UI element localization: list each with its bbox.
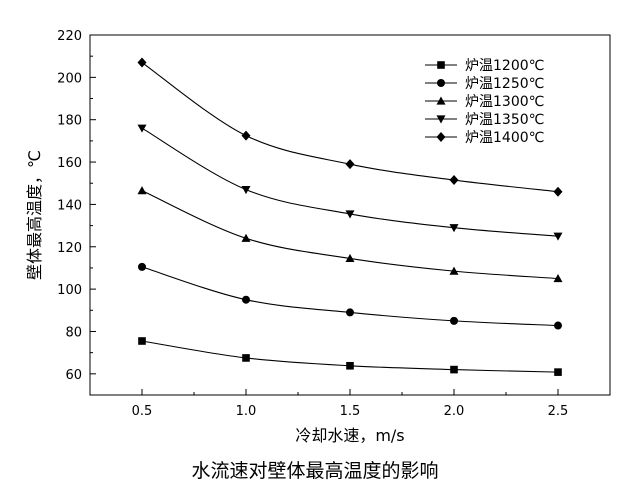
data-point xyxy=(450,316,458,325)
data-point xyxy=(138,262,146,271)
series-line xyxy=(141,266,559,327)
data-point xyxy=(450,365,458,374)
x-axis: 0.5 1.0 1.5 2.0 2.5 xyxy=(132,389,569,419)
legend-marker xyxy=(437,61,445,69)
series-layer xyxy=(137,57,563,376)
data-point xyxy=(554,321,562,330)
x-tick-label: 2.5 xyxy=(548,404,569,419)
y-tick-label: 200 xyxy=(57,71,82,86)
legend-item: 炉温1400℃ xyxy=(425,130,544,146)
data-point xyxy=(137,57,147,68)
y-tick-label: 140 xyxy=(57,198,82,213)
legend-item: 炉温1350℃ xyxy=(425,112,544,128)
legend-label: 炉温1250℃ xyxy=(465,76,544,92)
y-tick-label: 120 xyxy=(57,241,82,256)
data-point xyxy=(449,266,459,275)
series-4 xyxy=(137,124,563,241)
y-tick-label: 80 xyxy=(65,325,82,340)
y-tick-label: 180 xyxy=(57,114,82,129)
data-point xyxy=(242,354,250,362)
y-tick-label: 160 xyxy=(57,156,82,171)
data-point xyxy=(449,224,459,233)
legend-item: 炉温1300℃ xyxy=(425,94,544,110)
data-point xyxy=(449,175,459,186)
data-point xyxy=(345,253,355,263)
x-tick-label: 1.0 xyxy=(236,404,257,419)
legend-item: 炉温1200℃ xyxy=(425,58,544,74)
y-axis: 60 80 100 120 140 160 180 200 220 xyxy=(57,29,96,383)
x-tick-label: 1.5 xyxy=(340,404,361,419)
legend-marker xyxy=(436,115,446,124)
data-point xyxy=(553,274,563,283)
data-point xyxy=(553,232,563,241)
legend-label: 炉温1200℃ xyxy=(465,58,544,74)
y-tick-label: 100 xyxy=(57,283,82,298)
data-point xyxy=(553,186,563,197)
y-tick-label: 220 xyxy=(57,29,82,44)
legend-marker xyxy=(437,79,445,87)
series-2 xyxy=(138,262,562,330)
legend-marker xyxy=(436,132,446,142)
legend-item: 炉温1250℃ xyxy=(425,76,544,92)
y-tick-label: 60 xyxy=(65,368,82,383)
line-chart: 0.5 1.0 1.5 2.0 2.5 60 80 100 120 140 160 180 200 22… xyxy=(25,29,611,445)
legend-label: 炉温1350℃ xyxy=(465,112,544,128)
data-point xyxy=(554,368,562,376)
series-5 xyxy=(137,57,563,197)
data-point xyxy=(345,210,355,219)
data-point xyxy=(345,159,355,170)
data-point xyxy=(241,233,251,242)
y-axis-title: 壁体最高温度，℃ xyxy=(25,150,44,280)
data-point xyxy=(137,186,147,195)
series-line xyxy=(141,190,559,280)
legend-marker xyxy=(436,96,446,105)
series-3 xyxy=(137,186,563,283)
legend-label: 炉温1400℃ xyxy=(465,130,544,146)
data-point xyxy=(346,308,354,317)
data-point xyxy=(346,361,354,370)
data-point xyxy=(242,295,250,304)
figure-caption: 水流速对壁体最高温度的影响 xyxy=(191,460,439,482)
legend-label: 炉温1300℃ xyxy=(465,94,544,110)
x-tick-label: 0.5 xyxy=(132,404,153,419)
data-point xyxy=(241,185,251,195)
x-axis-title: 冷却水速，m/s xyxy=(295,426,404,445)
data-point xyxy=(138,337,146,345)
data-point xyxy=(137,124,147,133)
legend: 炉温1200℃ 炉温1250℃ 炉温1300℃ 炉温1350℃ 炉温1400℃ xyxy=(425,58,544,146)
x-tick-label: 2.0 xyxy=(444,404,465,419)
series-1 xyxy=(138,337,562,376)
data-point xyxy=(241,130,251,141)
